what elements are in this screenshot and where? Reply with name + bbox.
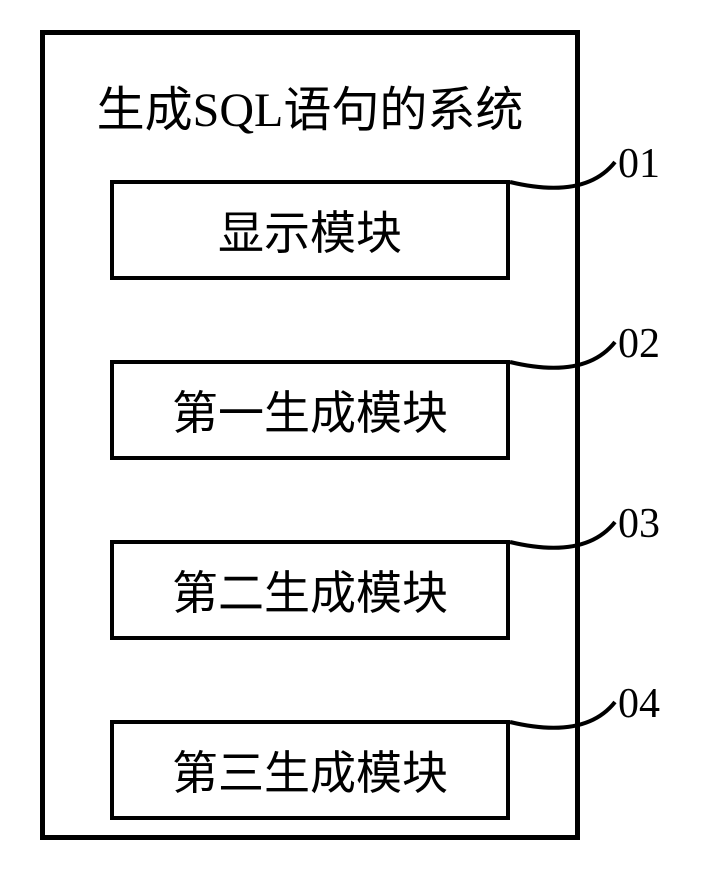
callout-label-04: 04 xyxy=(618,680,660,728)
module-box-03: 第二生成模块 xyxy=(110,540,510,640)
module-box-04: 第三生成模块 xyxy=(110,720,510,820)
callout-label-03: 03 xyxy=(618,500,660,548)
module-label-03: 第二生成模块 xyxy=(172,557,448,623)
module-label-04: 第三生成模块 xyxy=(172,737,448,803)
module-label-02: 第一生成模块 xyxy=(172,377,448,443)
system-title: 生成SQL语句的系统 xyxy=(60,70,560,140)
callout-label-02: 02 xyxy=(618,320,660,368)
module-box-01: 显示模块 xyxy=(110,180,510,280)
diagram-canvas: 生成SQL语句的系统 显示模块 01 第一生成模块 02 第二生成模块 03 第… xyxy=(0,0,706,870)
callout-label-01: 01 xyxy=(618,140,660,188)
module-label-01: 显示模块 xyxy=(218,197,402,263)
module-box-02: 第一生成模块 xyxy=(110,360,510,460)
